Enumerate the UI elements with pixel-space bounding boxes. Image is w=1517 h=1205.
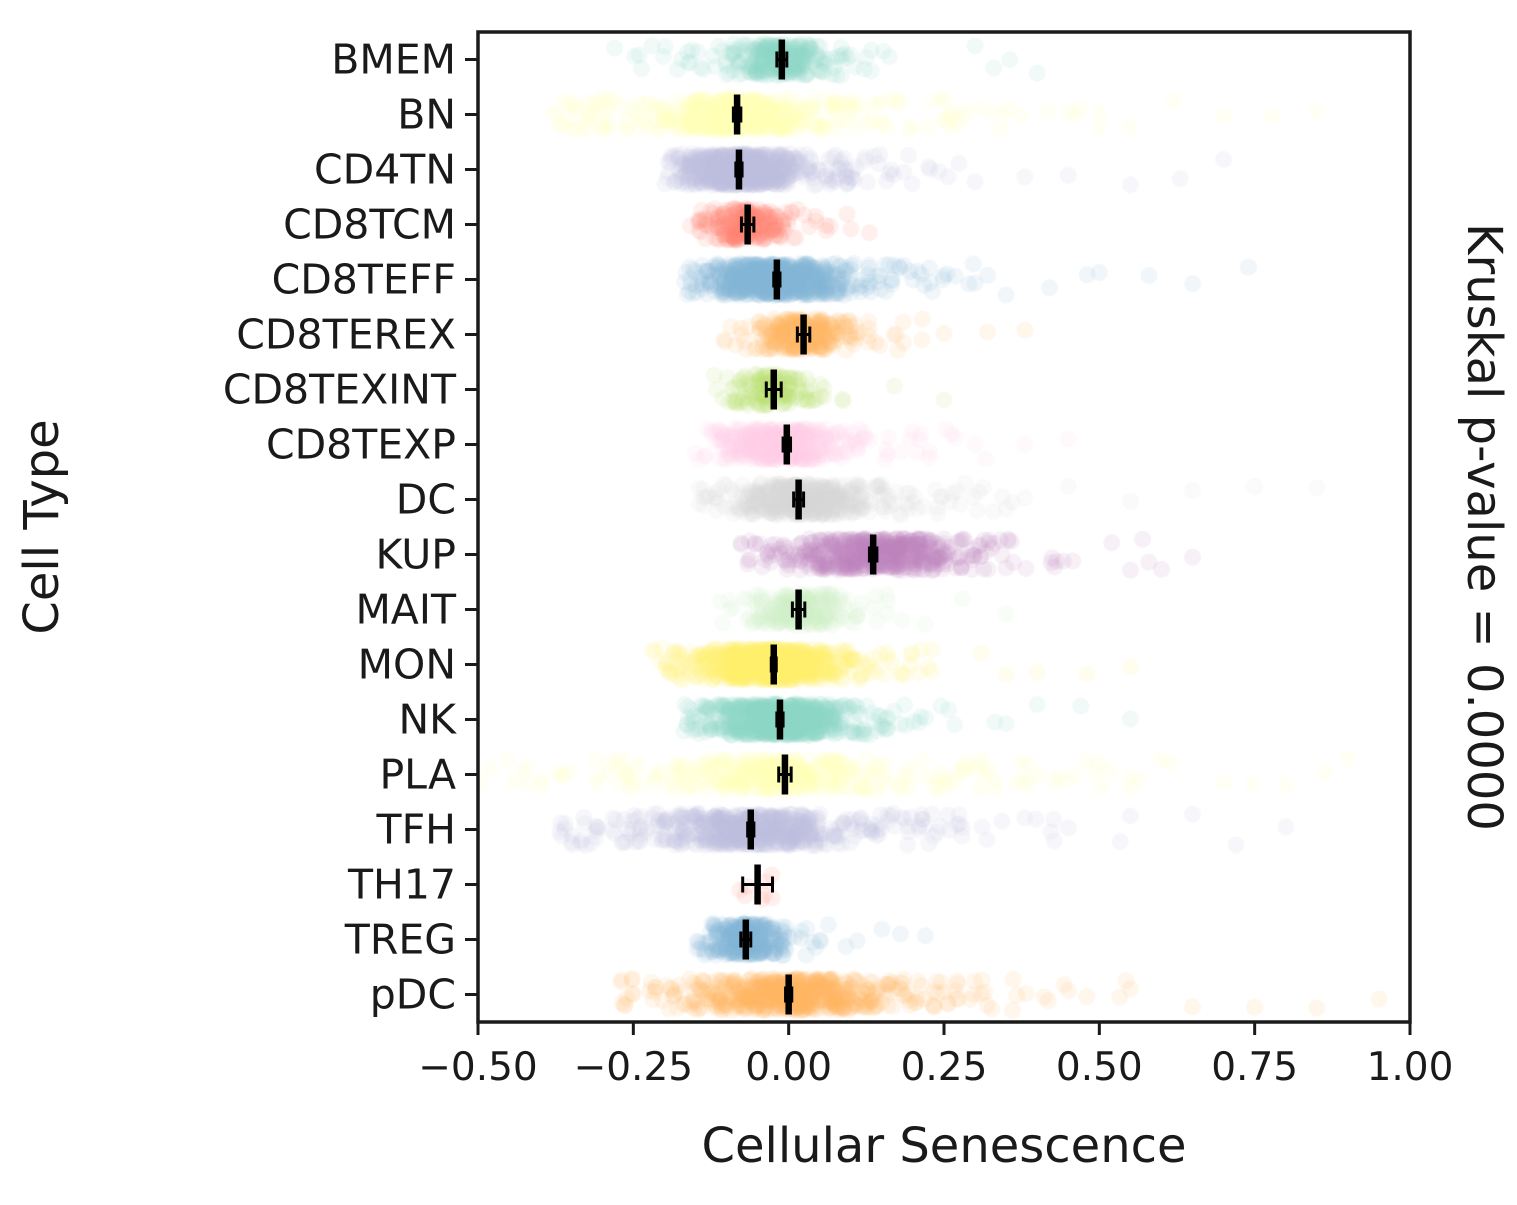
x-tick-label: −0.50 [418,1045,538,1090]
x-tick-labels: −0.50 −0.25 0.00 0.25 0.50 0.75 1.00 [418,1022,1453,1090]
category-label-CD8TEXINT: CD8TEXINT [223,366,457,414]
x-tick-label: 0.75 [1211,1045,1298,1090]
category-label-NK: NK [398,696,457,744]
category-label-PLA: PLA [379,751,456,799]
category-label-CD8TCM: CD8TCM [283,201,456,249]
category-label-CD4TN: CD4TN [314,146,456,194]
category-label-MON: MON [358,641,456,689]
x-tick-label: 0.25 [901,1045,988,1090]
y-category-labels: BMEM BN CD4TN CD8TCM CD8TEFF CD8TEREX CD8TEXIN… [223,36,478,1019]
mean-marker-MON [769,644,778,685]
mean-error-markers [731,39,879,1015]
category-label-CD8TEXP: CD8TEXP [266,421,456,469]
mean-marker-TREG [739,919,753,960]
mean-marker-pDC [784,974,794,1015]
category-label-TREG: TREG [344,916,456,964]
category-label-MAIT: MAIT [355,586,457,634]
x-tick-label: 1.00 [1367,1045,1454,1090]
category-label-TFH: TFH [376,806,456,854]
mean-marker-KUP [867,534,879,575]
y-axis-label: Cell Type [14,419,70,634]
mean-marker-BN [731,94,743,135]
mean-marker-CD8TCM [739,204,756,245]
mean-marker-CD8TEFF [772,259,782,300]
x-tick-label: 0.50 [1056,1045,1143,1090]
mean-marker-CD4TN [734,149,744,190]
x-tick-label: 0.00 [745,1045,832,1090]
mean-marker-TFH [746,809,756,850]
mean-marker-PLA [777,754,793,795]
category-label-DC: DC [396,476,456,524]
category-label-CD8TEFF: CD8TEFF [272,256,456,304]
x-axis-label: Cellular Senescence [701,1118,1186,1174]
mean-marker-DC [792,479,806,520]
mean-marker-CD8TEXINT [764,369,783,410]
category-label-TH17: TH17 [347,861,456,909]
category-label-BMEM: BMEM [331,36,456,84]
kruskal-pvalue-label: Kruskal p-value = 0.0000 [1456,223,1512,831]
mean-marker-CD8TEXP [781,424,793,465]
category-label-pDC: pDC [370,971,456,1019]
mean-marker-BMEM [775,39,789,80]
mean-marker-CD8TEREX [795,314,812,355]
x-tick-label: −0.25 [574,1045,694,1090]
category-label-BN: BN [397,91,456,139]
mean-marker-TH17 [741,864,775,905]
axes [476,30,1412,1024]
mean-marker-NK [775,699,785,740]
category-label-KUP: KUP [375,531,456,579]
mean-marker-MAIT [790,589,807,630]
category-label-CD8TEREX: CD8TEREX [236,311,456,359]
